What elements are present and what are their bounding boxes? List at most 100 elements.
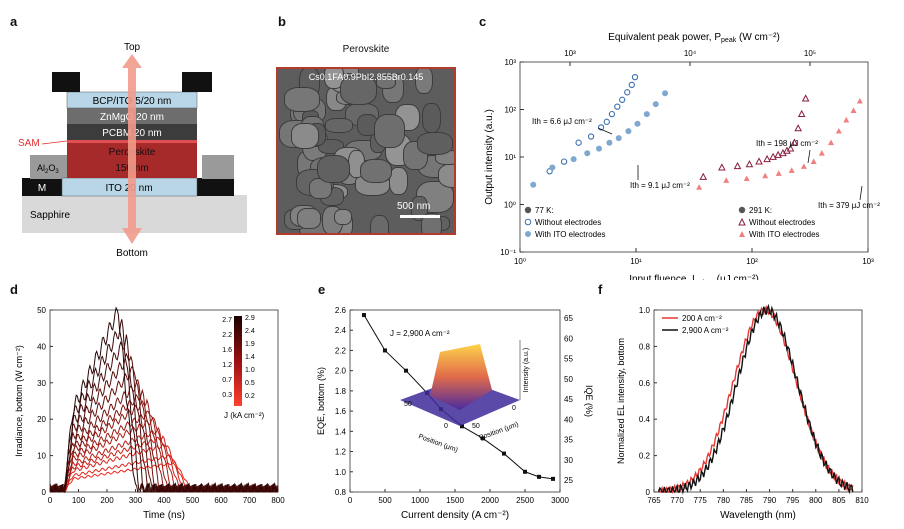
- data-point-77k-ito: [615, 135, 622, 142]
- data-point-291k-without: [794, 124, 802, 132]
- colorbar-tick-left: 2.7: [222, 317, 232, 324]
- y-tick-label-right: 65: [564, 314, 573, 323]
- data-point-291k-ito: [810, 158, 817, 165]
- eqe-point: [481, 436, 485, 441]
- sem-grain: [373, 114, 406, 148]
- sem-grain: [340, 74, 377, 105]
- top-electrode-right: [182, 72, 212, 92]
- scale-bar-label: 500 nm: [397, 201, 431, 212]
- y-tick-label: 1.6: [335, 407, 347, 416]
- legend-291k-without: Without electrodes: [749, 218, 815, 227]
- colorbar-label: J (kA cm⁻²): [224, 411, 265, 420]
- x-tick-label: 765: [647, 496, 661, 505]
- y-tick-label: 0.4: [639, 415, 651, 424]
- annotation-arrow: [859, 185, 863, 201]
- axes-frame: [653, 309, 863, 493]
- x-tick-label: 1500: [446, 496, 464, 505]
- chart-e: 0 500 1000 1500 2000 2500 30000.81.01.21.41.61…: [316, 306, 594, 521]
- x-tick-label: 1000: [411, 496, 429, 505]
- data-point-291k-ito: [800, 163, 807, 169]
- panel-letter-d: d: [10, 282, 18, 297]
- y-tick-label: 1.2: [335, 448, 347, 457]
- al2o3-right: [202, 155, 234, 179]
- data-point-291k-without: [699, 172, 708, 180]
- y-axis-label: EQE, bottom (%): [316, 367, 326, 435]
- legend-77k-without: Without electrodes: [535, 218, 601, 227]
- x-tick-label: 795: [786, 496, 800, 505]
- colorbar-tick-right: 1.9: [245, 341, 255, 348]
- y-tick-label: 0.6: [639, 379, 651, 388]
- data-point-291k-ito: [723, 177, 730, 183]
- colorbar-tick-right: 2.4: [245, 328, 255, 335]
- inset-tick: 50: [404, 401, 412, 408]
- y-tick-label-right: 45: [564, 395, 573, 404]
- y-tick-label: 10⁻¹: [500, 248, 516, 257]
- panel-letter-f: f: [598, 282, 603, 297]
- top-axis-label: Equivalent peak power, Ppeak (W cm⁻²): [608, 32, 780, 44]
- data-point-77k-ito: [606, 139, 613, 146]
- sem-grain: [416, 131, 454, 155]
- device-stack-diagram: Sapphire M Al2O3 ITO 20 nm Perovskite 15…: [18, 42, 247, 259]
- data-point-291k-without: [769, 152, 777, 160]
- data-point-291k-without: [774, 150, 782, 158]
- al2o3-left: [30, 155, 70, 179]
- threshold-annotation: Ith = 198 μJ cm⁻²: [756, 139, 818, 148]
- x-tick-label: 600: [214, 496, 228, 505]
- legend-label: 2,900 A cm⁻²: [682, 326, 729, 335]
- colorbar-tick-left: 0.7: [222, 377, 232, 384]
- panel-letter-c: c: [479, 14, 487, 29]
- threshold-annotation: Ith = 379 μJ cm⁻²: [818, 201, 880, 210]
- sem-title: Perovskite: [342, 44, 390, 55]
- colorbar-tick-right: 2.9: [245, 315, 255, 322]
- x-tick-label: 2000: [481, 496, 499, 505]
- data-point-77k-ito: [625, 128, 632, 135]
- sem-grain: [414, 69, 434, 95]
- x-tick-label: 810: [855, 496, 869, 505]
- x-tick-label: 500: [378, 496, 392, 505]
- x-tick-label: 780: [717, 496, 731, 505]
- chart-f: 765 770 775 780 785 790 795 800 805 810 0 0.2 0.4 0.6…: [616, 303, 869, 521]
- top-tick-label: 10⁴: [684, 49, 697, 58]
- sem-grain: [359, 158, 392, 184]
- data-point-291k-ito: [835, 127, 842, 134]
- data-point-291k-ito: [843, 116, 850, 123]
- x-tick-label: 300: [129, 496, 143, 505]
- sem-grain: [316, 154, 351, 183]
- data-point-291k-ito: [743, 175, 750, 182]
- data-point-291k-without: [786, 144, 795, 152]
- y-tick-label: 0: [42, 488, 47, 497]
- y-tick-label: 1.0: [639, 306, 651, 315]
- data-point-77k-without: [608, 110, 616, 118]
- data-point-77k-without: [603, 118, 610, 125]
- panel-letter-e: e: [318, 282, 326, 297]
- data-point-291k-without: [763, 154, 771, 163]
- y-tick-label: 10³: [504, 58, 516, 67]
- x-axis-label: Time (ns): [143, 510, 185, 521]
- data-point-291k-without: [790, 138, 799, 146]
- data-point-77k-ito: [596, 145, 603, 152]
- legend-291k-header: 291 K:: [749, 206, 772, 215]
- data-point-77k-ito: [530, 181, 537, 188]
- x-tick-label: 785: [740, 496, 754, 505]
- data-point-77k-ito: [570, 156, 577, 163]
- data-point-77k-without: [575, 139, 582, 146]
- x-tick-label: 800: [809, 496, 823, 505]
- colorbar-tick-left: 1.2: [222, 362, 232, 369]
- sem-grain: [284, 87, 321, 113]
- irradiance-trace: [49, 306, 278, 493]
- al2o3-label: Al2O3: [37, 163, 59, 175]
- x-tick-label: 800: [271, 496, 285, 505]
- y-tick-label-right: 40: [564, 415, 573, 424]
- colorbar-tick-left: 2.2: [222, 332, 232, 339]
- sem-grain: [325, 118, 354, 133]
- colorbar-tick-right: 0.2: [245, 393, 255, 400]
- x-tick-label: 0: [348, 496, 353, 505]
- bottom-label: Bottom: [116, 248, 148, 259]
- data-point-291k-ito: [828, 139, 835, 146]
- x-tick-label: 700: [243, 496, 257, 505]
- data-point-291k-ito: [850, 107, 857, 113]
- sem-grain: [422, 103, 442, 134]
- legend-77k-ito-marker: [525, 231, 531, 237]
- y-axis-label: Output intensity (a.u.): [484, 109, 495, 205]
- data-point-291k-without: [718, 163, 726, 171]
